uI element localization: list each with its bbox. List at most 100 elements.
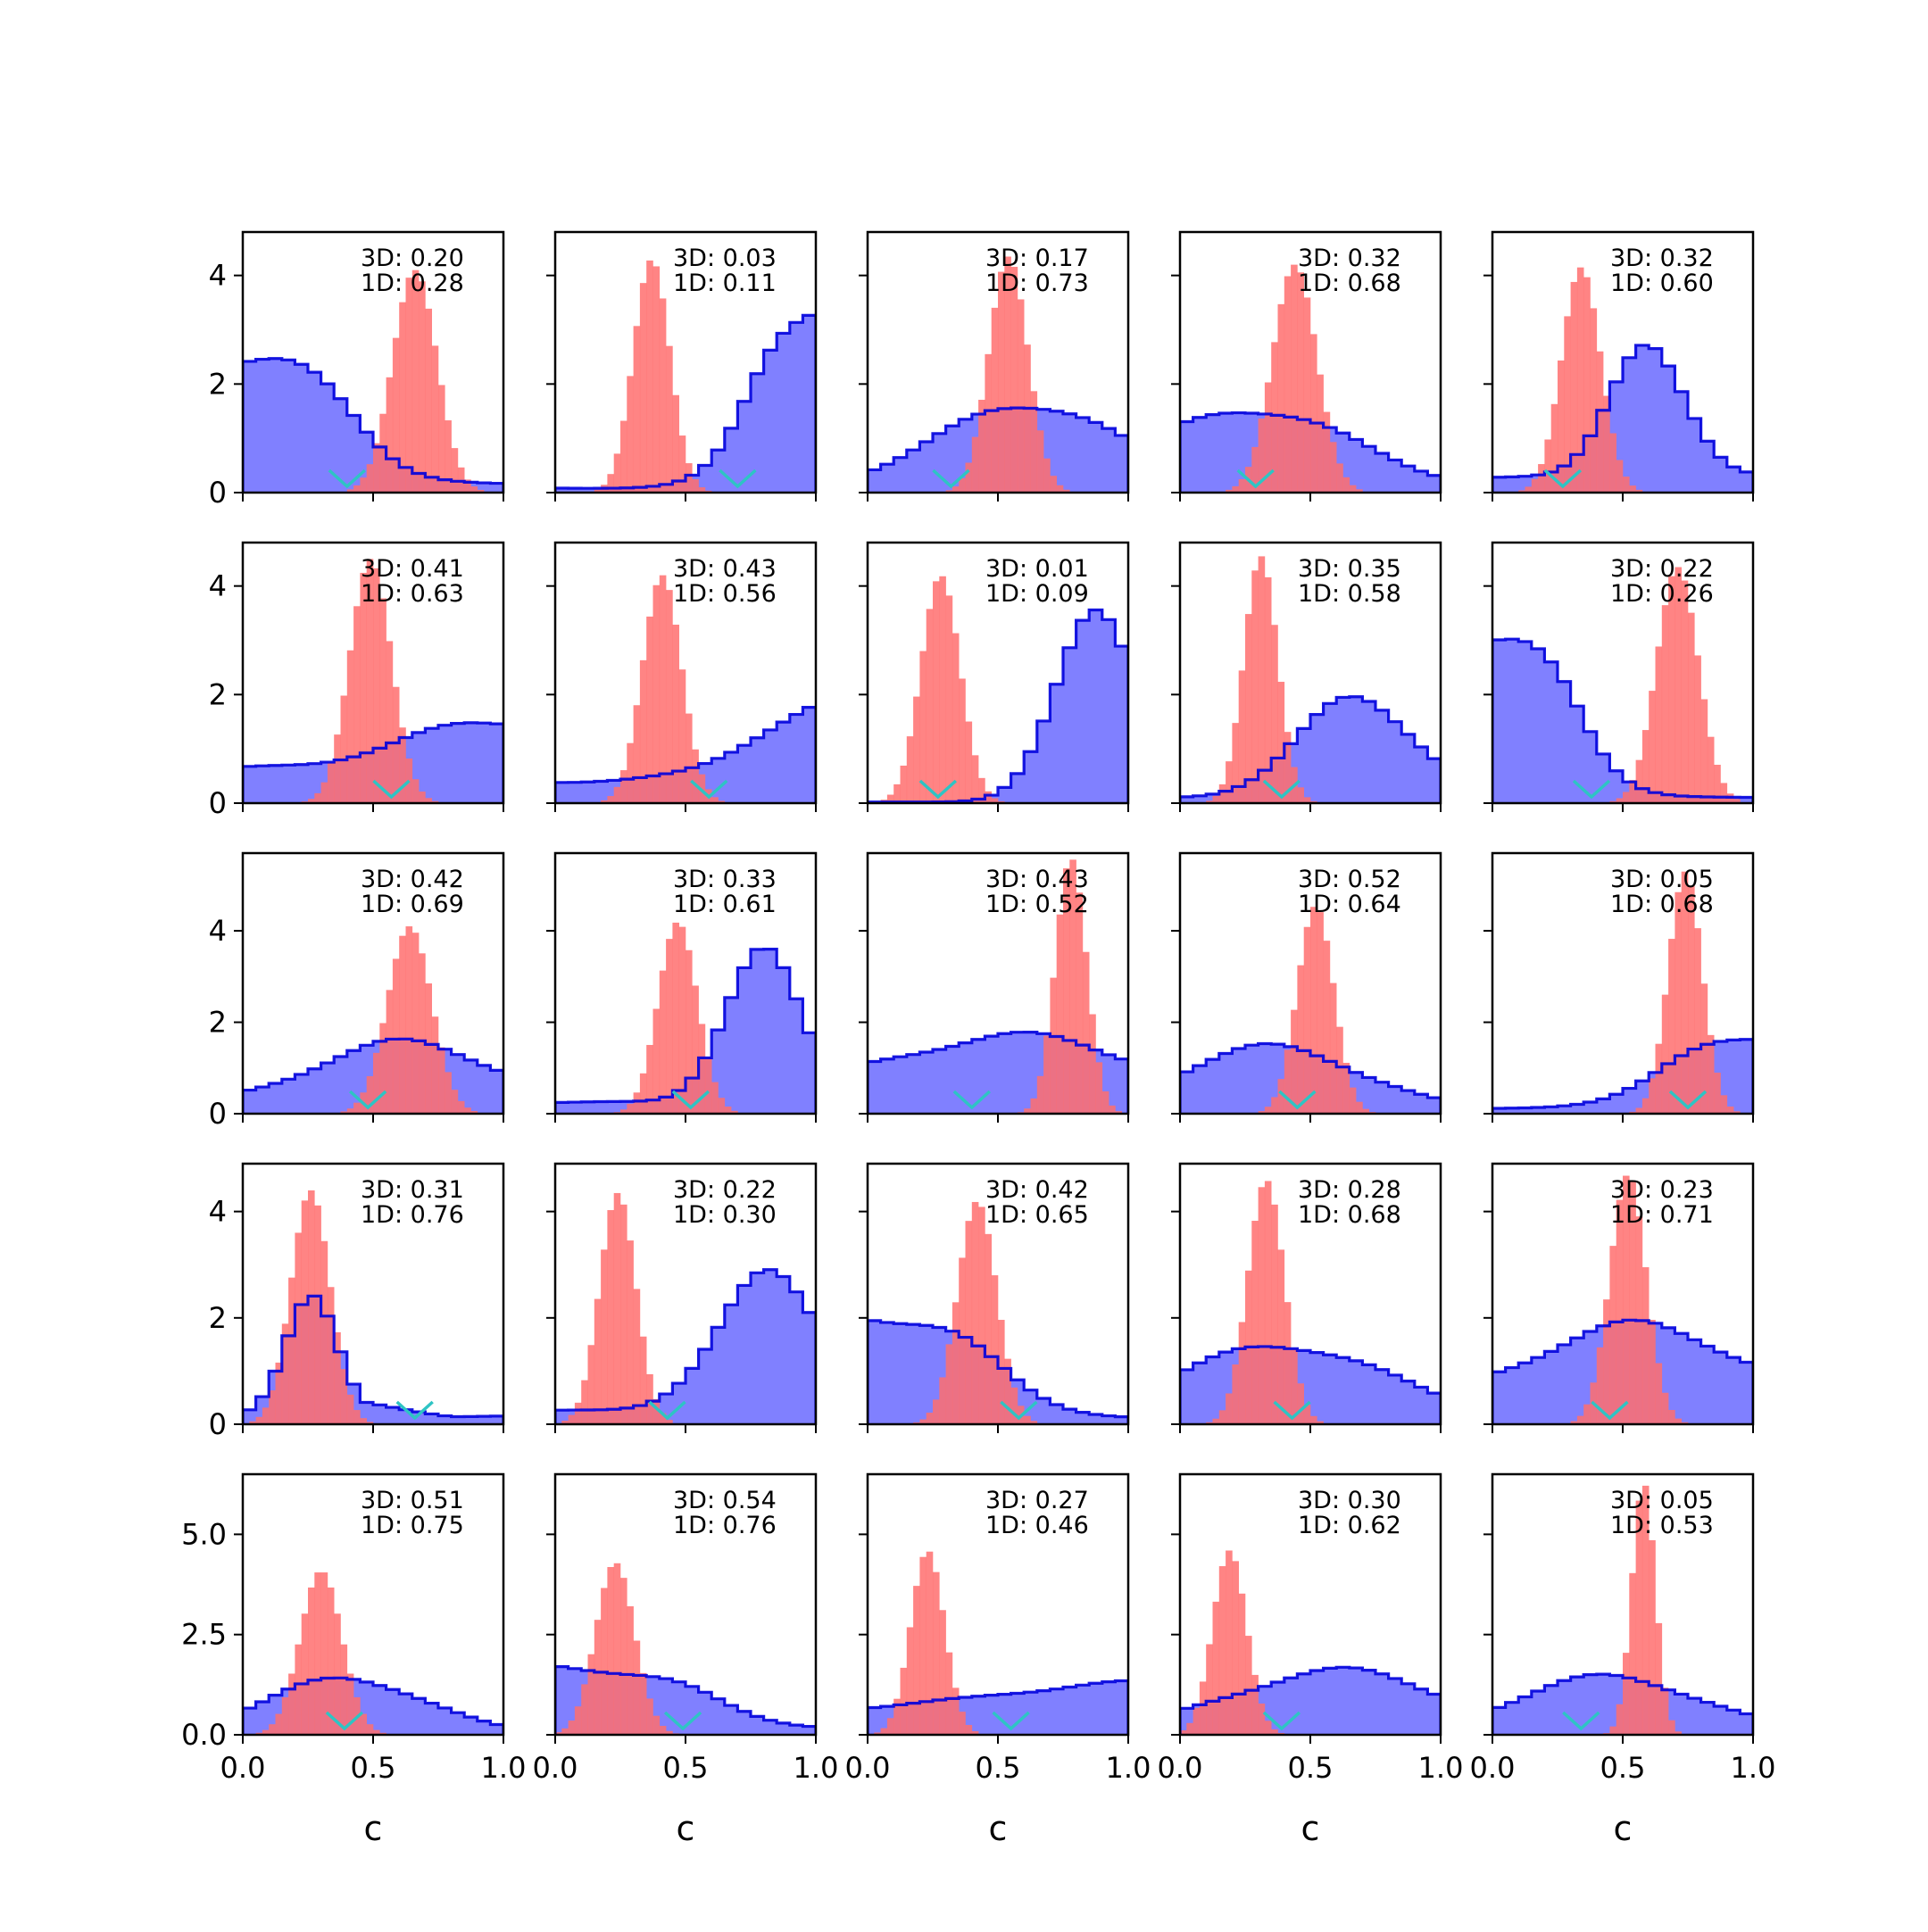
bar-1d — [581, 1380, 588, 1424]
bar-1d — [1232, 1561, 1239, 1735]
bar-1d — [1649, 1320, 1656, 1424]
bar-1d — [353, 485, 361, 493]
bar-3d — [880, 464, 894, 493]
bar-3d — [1531, 1357, 1545, 1424]
bar-3d — [777, 967, 791, 1114]
bar-3d — [1688, 418, 1702, 493]
x-tick-label: 0.5 — [351, 1751, 396, 1785]
bar-1d — [340, 1644, 348, 1735]
bar-1d — [1258, 1704, 1266, 1735]
outline-3d — [868, 1319, 1128, 1424]
annotation-1d: 1D: 0.76 — [673, 1512, 777, 1539]
annotation-3d: 3D: 0.20 — [361, 245, 464, 272]
bar-1d — [340, 695, 348, 803]
bar-3d — [763, 1720, 777, 1735]
bar-1d — [1271, 1204, 1278, 1424]
bar-3d — [1700, 441, 1715, 493]
bar-3d — [581, 1101, 595, 1114]
bar-3d — [1036, 1397, 1051, 1424]
bar-1d — [1570, 1421, 1578, 1424]
bar-1d — [1609, 1246, 1616, 1424]
bar-1d — [295, 1644, 302, 1735]
bar-1d — [1232, 723, 1239, 803]
bar-3d — [1570, 706, 1584, 803]
bar-3d — [1518, 1696, 1533, 1735]
bar-1d — [1226, 1550, 1233, 1735]
bar-3d — [269, 358, 283, 493]
bar-1d — [1056, 485, 1064, 493]
bar-3d — [1505, 477, 1519, 493]
bar-3d — [320, 1063, 335, 1114]
outline-3d — [555, 313, 816, 493]
bar-1d — [627, 1240, 634, 1424]
plot-area — [1180, 907, 1441, 1114]
bar-1d — [718, 1098, 726, 1114]
bar-3d — [1024, 1692, 1038, 1735]
bar-1d — [1284, 1049, 1292, 1114]
bar-3d — [672, 1383, 686, 1424]
bar-1d — [1544, 439, 1551, 493]
bar-1d — [561, 1728, 569, 1735]
bar-3d — [477, 1416, 491, 1424]
bar-1d — [1688, 612, 1695, 803]
bar-1d — [1004, 256, 1011, 493]
marker-chevron — [690, 779, 728, 800]
bar-1d — [587, 1654, 595, 1735]
plot-area — [1180, 264, 1441, 493]
annotation-3d: 3D: 0.28 — [1298, 1176, 1401, 1204]
bar-1d — [255, 1416, 263, 1424]
bar-1d — [1641, 730, 1650, 803]
annotation-3d: 3D: 0.43 — [673, 555, 777, 583]
bar-1d — [366, 464, 374, 493]
bar-1d — [1303, 926, 1311, 1114]
bar-3d — [1700, 1702, 1715, 1735]
bar-1d — [1675, 1418, 1682, 1424]
bar-1d — [613, 786, 621, 803]
bar-1d — [646, 1373, 653, 1424]
plot-area — [1492, 267, 1753, 493]
bar-1d — [340, 1369, 348, 1424]
bar-1d — [971, 1201, 979, 1424]
bar-1d — [965, 1221, 973, 1424]
marker-chevron — [1236, 468, 1275, 489]
bar-1d — [652, 266, 661, 493]
bar-1d — [978, 777, 985, 803]
bar-1d — [314, 1205, 321, 1424]
bar-1d — [1238, 1322, 1246, 1424]
bar-1d — [1668, 939, 1675, 1114]
bar-1d — [314, 792, 321, 803]
annotation-3d: 3D: 0.22 — [1610, 555, 1714, 583]
bar-1d — [438, 1047, 445, 1114]
bar-3d — [1089, 1683, 1103, 1735]
bar-1d — [581, 1684, 588, 1735]
bar-1d — [346, 650, 354, 803]
marker-chevron — [1000, 1400, 1038, 1421]
bar-1d — [1069, 859, 1076, 1114]
bar-3d — [1570, 1338, 1584, 1424]
bar-1d — [607, 474, 614, 493]
bar-1d — [360, 1713, 367, 1735]
bar-1d — [1576, 1415, 1584, 1424]
bar-1d — [1271, 342, 1278, 493]
bar-3d — [1362, 1364, 1376, 1424]
bar-1d — [991, 798, 999, 803]
bar-3d — [868, 1707, 882, 1735]
bar-1d — [555, 1732, 562, 1735]
bar-3d — [1505, 639, 1519, 803]
bar-3d — [555, 488, 569, 493]
bar-3d — [1206, 414, 1220, 493]
bar-1d — [620, 770, 627, 803]
bar-1d — [692, 479, 699, 493]
bar-3d — [490, 1070, 503, 1114]
bar-3d — [1740, 1713, 1753, 1735]
bar-3d — [1101, 428, 1116, 493]
bar-3d — [1623, 1088, 1637, 1114]
bar-3d — [737, 745, 752, 803]
bar-3d — [1675, 391, 1689, 493]
bar-3d — [985, 1036, 999, 1114]
x-axis-label: c — [1301, 1809, 1320, 1848]
bar-3d — [1740, 797, 1753, 803]
bar-1d — [672, 625, 679, 803]
bar-1d — [405, 278, 413, 493]
